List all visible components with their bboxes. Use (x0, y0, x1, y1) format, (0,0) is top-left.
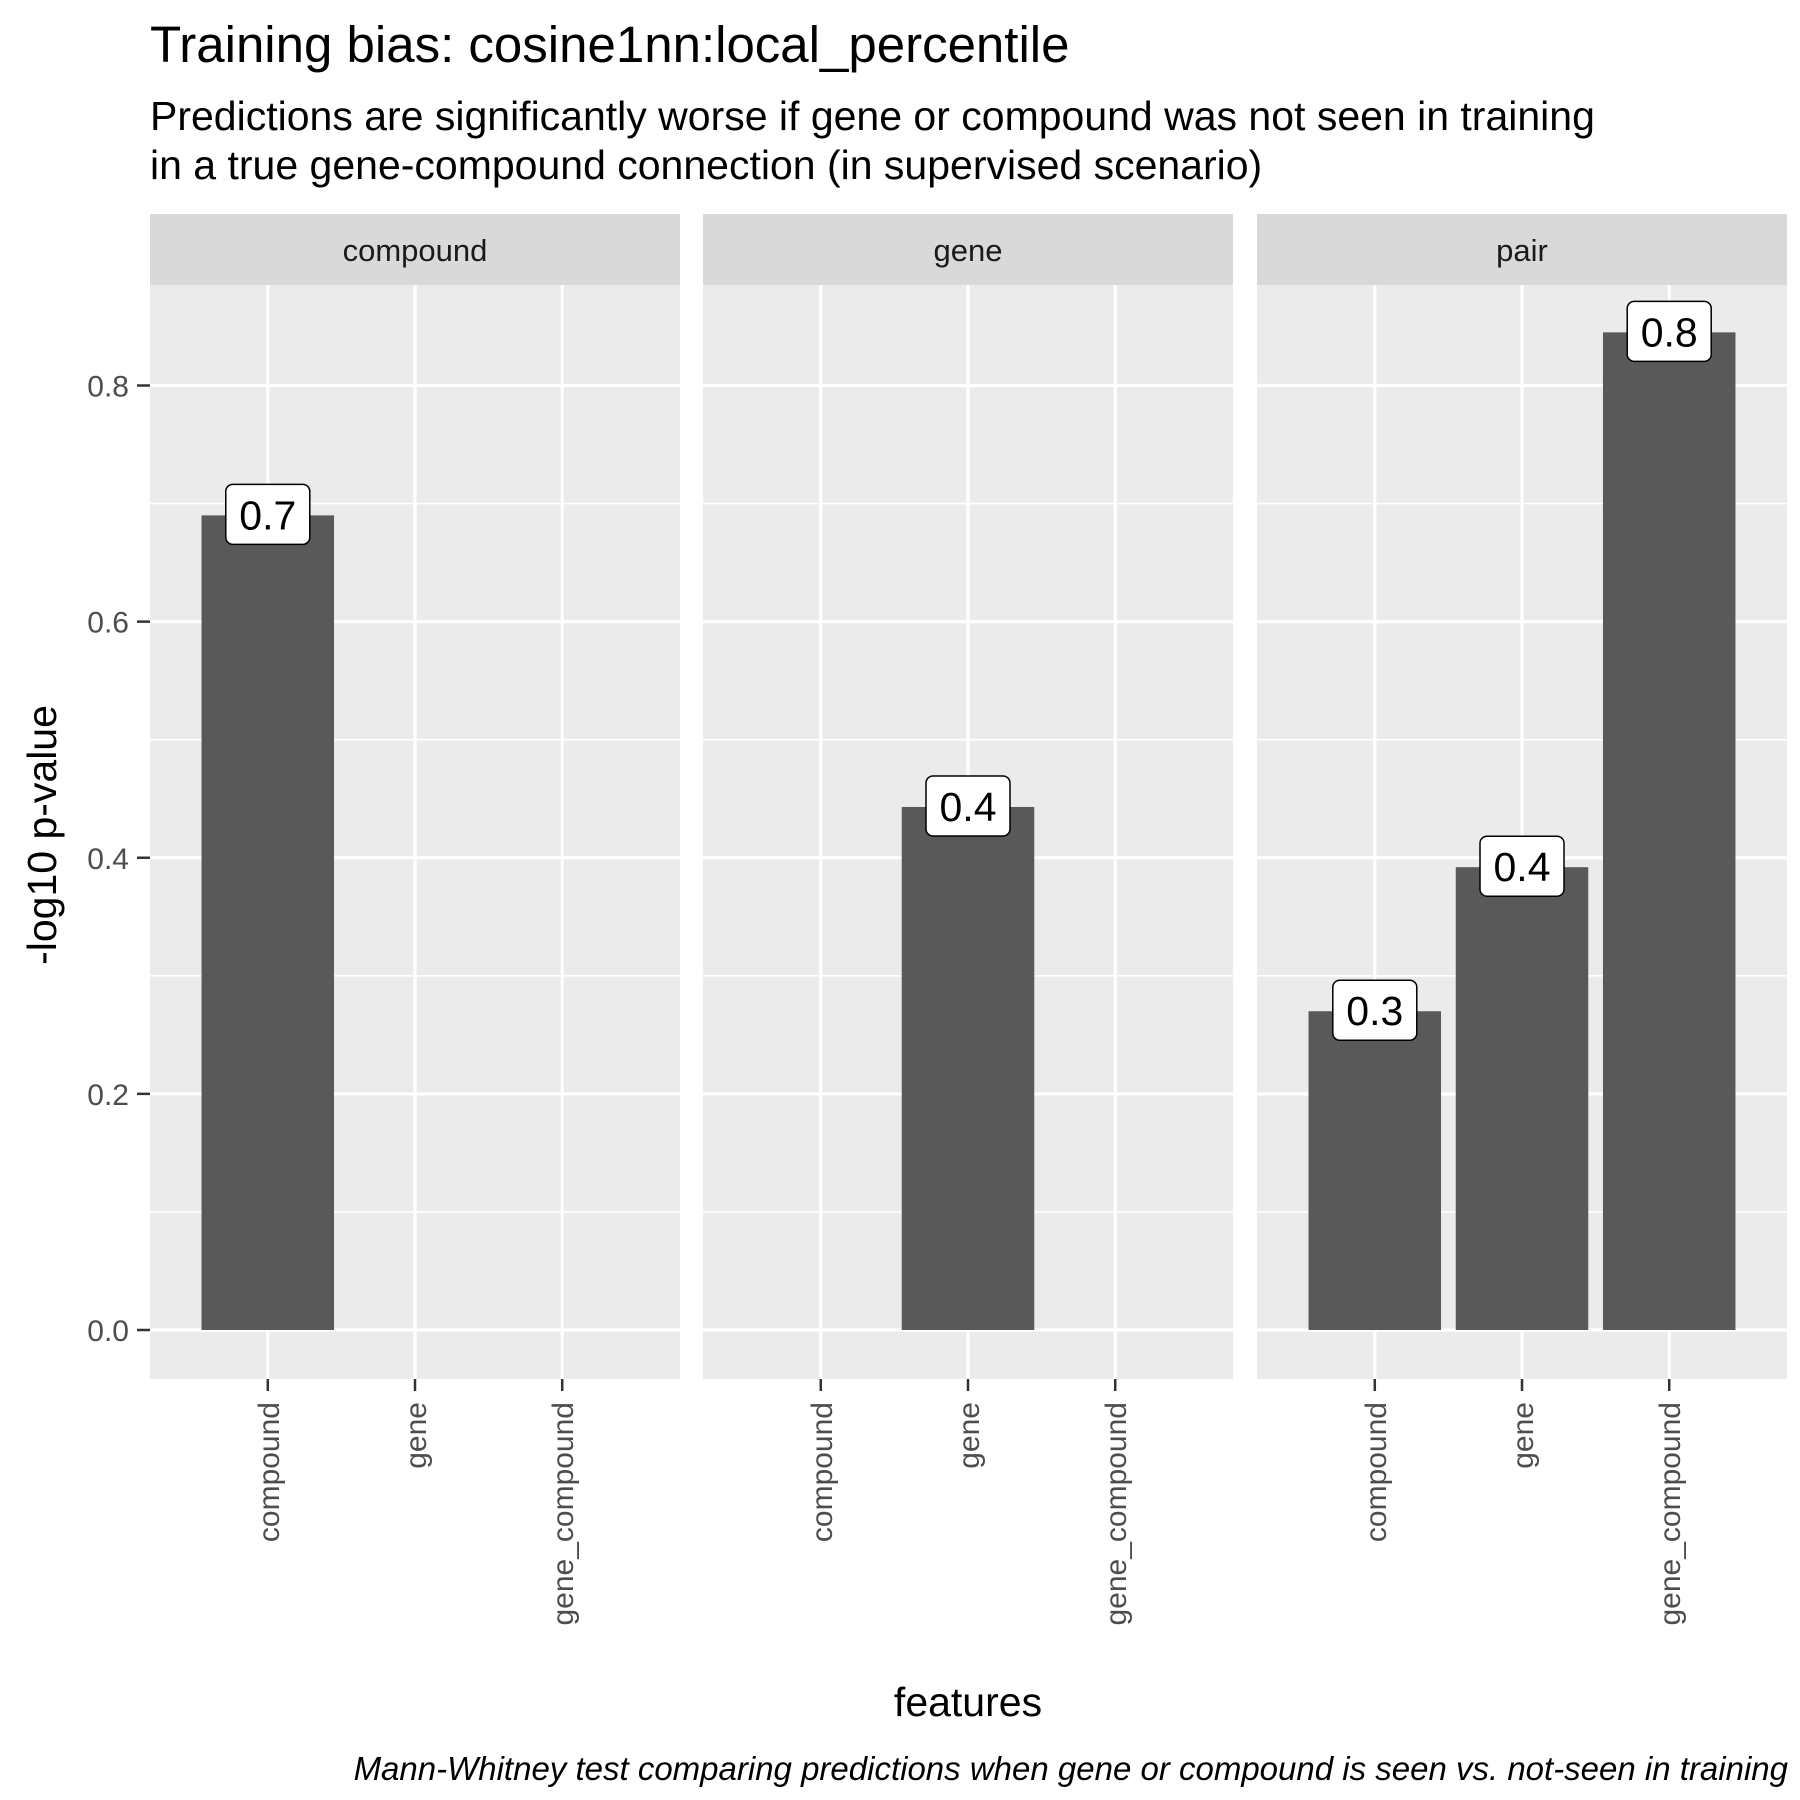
x-tick-label: gene (1507, 1402, 1540, 1469)
data-label-text: 0.7 (239, 492, 296, 538)
bar-pair-compound (1308, 1011, 1442, 1330)
y-tick-label: 0.8 (87, 371, 129, 404)
data-label-gene-gene: 0.4 (925, 775, 1011, 837)
bar-compound-compound (201, 515, 335, 1330)
data-label-box (225, 483, 311, 546)
y-tick-label: 0.4 (87, 843, 129, 876)
data-label-box (1332, 979, 1418, 1041)
facet-pair: pair 0.3 0.4 0.8 compound gene gene_compound (1257, 214, 1787, 1626)
data-label-pair-gene_compound: 0.8 (1626, 300, 1712, 363)
x-tick-label: gene_compound (547, 1402, 580, 1626)
x-tick-label: compound (806, 1402, 839, 1542)
chart-subtitle-line-2: in a true gene-compound connection (in s… (150, 142, 1262, 188)
bar-pair-gene_compound (1602, 332, 1736, 1330)
y-tick-label: 0.2 (87, 1079, 129, 1112)
data-label-compound-compound: 0.7 (225, 483, 311, 546)
facet-gene: gene 0.4 compound gene gene_compound (703, 214, 1233, 1626)
data-label-box (1479, 835, 1565, 897)
facet-strip (703, 214, 1233, 285)
chart-title: Training bias: cosine1nn:local_percentil… (150, 16, 1070, 73)
data-label-text: 0.8 (1641, 309, 1698, 355)
bar-gene-gene (901, 806, 1035, 1330)
x-tick-label: gene_compound (1100, 1402, 1133, 1626)
chart-subtitle-line-1: Predictions are significantly worse if g… (150, 93, 1595, 139)
data-label-pair-compound: 0.3 (1332, 979, 1418, 1041)
x-axis-title: features (894, 1679, 1042, 1725)
facet-strip (1257, 214, 1787, 285)
data-label-text: 0.3 (1346, 988, 1403, 1034)
y-axis: 0.0 0.2 0.4 0.6 0.8 (87, 371, 150, 1348)
chart-caption: Mann-Whitney test comparing predictions … (354, 1750, 1789, 1787)
x-tick-label: gene (953, 1402, 986, 1469)
x-tick-label: compound (1360, 1402, 1393, 1542)
data-label-pair-gene: 0.4 (1479, 835, 1565, 897)
x-tick-label: gene (400, 1402, 433, 1469)
data-label-box (1626, 300, 1712, 363)
facet-compound: compound 0.7 compound gene gene_compound (150, 214, 680, 1626)
y-tick-label: 0.0 (87, 1315, 129, 1348)
facet-strip-label: compound (343, 233, 488, 268)
data-label-box (925, 775, 1011, 837)
bar-pair-gene (1455, 867, 1589, 1330)
facet-strip-label: gene (934, 233, 1003, 268)
facet-strip-label: pair (1496, 233, 1548, 268)
data-label-text: 0.4 (940, 784, 997, 830)
x-tick-label: compound (253, 1402, 286, 1542)
y-axis-title: -log10 p-value (19, 705, 65, 965)
data-label-text: 0.4 (1494, 844, 1551, 890)
x-tick-label: gene_compound (1654, 1402, 1687, 1626)
facet-strip (150, 214, 680, 285)
y-tick-label: 0.6 (87, 607, 129, 640)
